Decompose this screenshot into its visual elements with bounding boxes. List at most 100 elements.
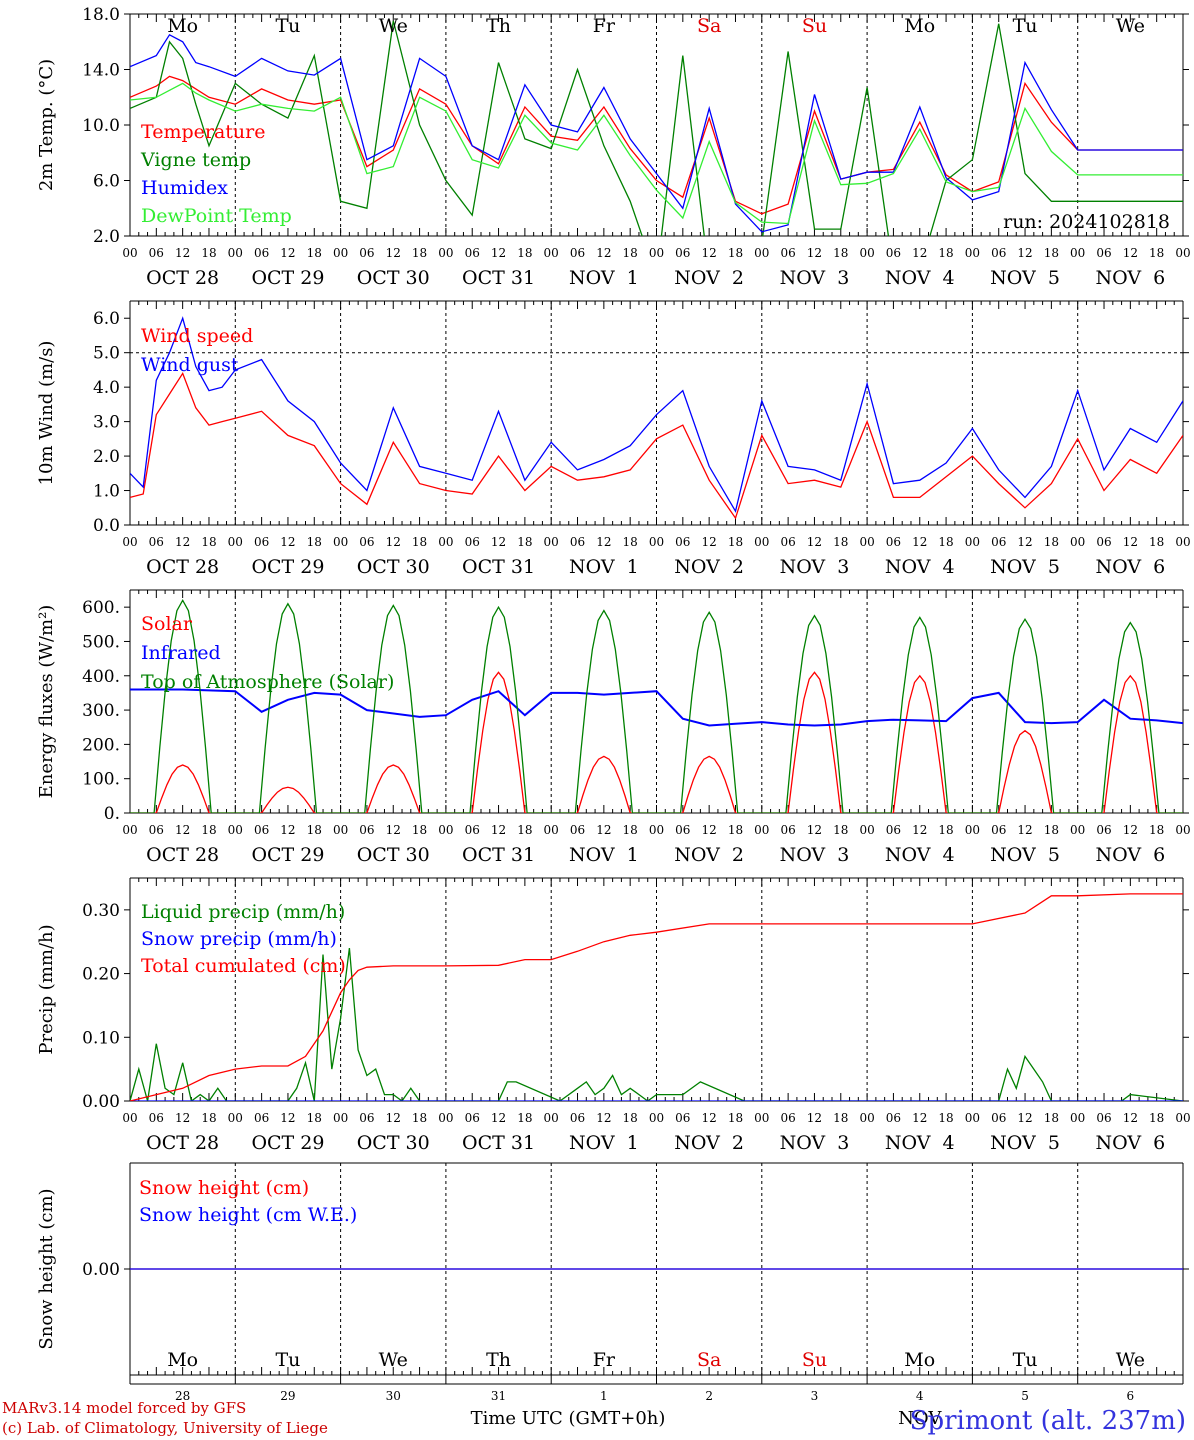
hour-tick-label: 18 <box>833 535 848 549</box>
hour-tick-label: 18 <box>1149 246 1164 260</box>
hour-tick-label: 18 <box>201 246 216 260</box>
date-label: NOV 1 <box>569 267 639 289</box>
hour-tick-label: 12 <box>807 246 822 260</box>
hour-tick-label: 00 <box>1070 1111 1085 1125</box>
hour-tick-label: 18 <box>412 1111 427 1125</box>
hour-tick-label: 00 <box>544 823 559 837</box>
day-name: We <box>1116 15 1145 37</box>
hour-tick-label: 18 <box>412 823 427 837</box>
series-wind-gust <box>130 316 1183 513</box>
hour-tick-label: 06 <box>254 1111 269 1125</box>
y-tick-label: 18.0 <box>82 5 120 25</box>
series-wind-speed <box>130 371 1183 520</box>
date-label: NOV 6 <box>1095 1132 1165 1154</box>
legend-entry: Humidex <box>141 177 228 199</box>
hour-tick-label: 06 <box>780 535 795 549</box>
hour-tick-label: 00 <box>228 823 243 837</box>
hour-tick-label: 18 <box>307 1111 322 1125</box>
hour-tick-label: 06 <box>780 246 795 260</box>
day-name: We <box>1116 1349 1145 1371</box>
hour-tick-label: 00 <box>754 246 769 260</box>
date-label: NOV 5 <box>990 1132 1060 1154</box>
hour-tick-label: 06 <box>570 246 585 260</box>
hour-tick-label: 00 <box>228 246 243 260</box>
snow-day-number: 31 <box>491 1389 506 1403</box>
series-lines <box>130 20 1183 236</box>
hour-tick-label: 12 <box>491 1111 506 1125</box>
date-label: OCT 31 <box>462 844 535 866</box>
y-tick-label: 5.0 <box>93 344 120 364</box>
day-name: Fr <box>593 1349 616 1371</box>
hour-tick-label: 06 <box>886 823 901 837</box>
snow-day-number: 4 <box>916 1389 924 1403</box>
hour-tick-label: 06 <box>465 535 480 549</box>
hour-tick-label: 00 <box>544 535 559 549</box>
hour-tick-label: 18 <box>623 823 638 837</box>
series-lines <box>130 598 1183 813</box>
date-label: NOV 5 <box>990 844 1060 866</box>
hour-tick-label: 12 <box>280 823 295 837</box>
snow-day-number: 29 <box>280 1389 295 1403</box>
series-lines <box>130 893 1183 1101</box>
hour-tick-label: 18 <box>1149 1111 1164 1125</box>
y-axis-label: Precip (mm/h) <box>36 924 57 1054</box>
legend-entry: Temperature <box>141 121 265 143</box>
chart-panel-1: 2.0 6.0 10.0 14.0 18.0 2m Temp. (°C) Temperatu… <box>36 5 1191 289</box>
hour-tick-label: 00 <box>649 1111 664 1125</box>
date-label: NOV 6 <box>1095 556 1165 578</box>
hour-tick-label: 18 <box>1044 246 1059 260</box>
y-tick-label: 6.0 <box>93 172 120 192</box>
hour-tick-label: 18 <box>201 535 216 549</box>
hour-tick-label: 06 <box>780 1111 795 1125</box>
day-name: Th <box>486 15 511 37</box>
chart-panel-5: 0.00 Snow height (cm) Snow height (cm) Snow… <box>36 1162 1189 1429</box>
date-label: NOV 2 <box>674 844 744 866</box>
date-label: OCT 30 <box>357 267 430 289</box>
hour-tick-label: 12 <box>702 1111 717 1125</box>
hour-tick-label: 18 <box>517 535 532 549</box>
y-tick-label: 10.0 <box>82 116 120 136</box>
hour-tick-label: 06 <box>886 246 901 260</box>
legend-entry: Snow precip (mm/h) <box>141 928 337 950</box>
hour-tick-label: 06 <box>359 823 374 837</box>
hour-tick-label: 06 <box>991 1111 1006 1125</box>
legend-entry: DewPoint Temp <box>141 205 292 227</box>
day-name: Tu <box>275 15 300 37</box>
y-tick-label: 300. <box>82 701 120 721</box>
snow-month-label: NOV <box>898 1408 942 1429</box>
series-top-of-atmosphere-solar- <box>130 598 1183 813</box>
hour-tick-label: 12 <box>702 246 717 260</box>
date-label: NOV 1 <box>569 1132 639 1154</box>
hour-tick-label: 06 <box>254 823 269 837</box>
hour-tick-label: 18 <box>412 535 427 549</box>
legend-entry: Wind speed <box>141 325 253 347</box>
date-label: OCT 30 <box>357 1132 430 1154</box>
series-dewpoint-temp <box>130 82 1183 225</box>
hour-tick-label: 12 <box>596 246 611 260</box>
hour-tick-label: 12 <box>386 535 401 549</box>
hour-tick-label: 18 <box>201 823 216 837</box>
date-label: NOV 2 <box>674 556 744 578</box>
run-label: run: 2024102818 <box>1003 211 1170 233</box>
hour-tick-label: 18 <box>412 246 427 260</box>
x-axis-title: Time UTC (GMT+0h) <box>471 1408 666 1429</box>
date-label: NOV 1 <box>569 844 639 866</box>
hour-tick-label: 18 <box>623 246 638 260</box>
date-label: NOV 5 <box>990 556 1060 578</box>
hour-tick-label: 06 <box>675 246 690 260</box>
series-solar <box>130 671 1183 813</box>
date-label: NOV 5 <box>990 267 1060 289</box>
hour-tick-label: 00 <box>965 535 980 549</box>
day-name: Sa <box>697 15 721 37</box>
date-label: OCT 28 <box>146 267 219 289</box>
hour-tick-label: 00 <box>438 1111 453 1125</box>
date-label: NOV 3 <box>780 1132 850 1154</box>
hour-tick-label: 18 <box>938 246 953 260</box>
hour-tick-label: 00 <box>544 1111 559 1125</box>
y-tick-label: 4.0 <box>93 378 120 398</box>
day-name: Tu <box>1013 15 1038 37</box>
hour-tick-label: 12 <box>596 535 611 549</box>
hour-tick-label: 12 <box>807 823 822 837</box>
hour-tick-label: 00 <box>965 1111 980 1125</box>
snow-day-number: 28 <box>175 1389 190 1403</box>
